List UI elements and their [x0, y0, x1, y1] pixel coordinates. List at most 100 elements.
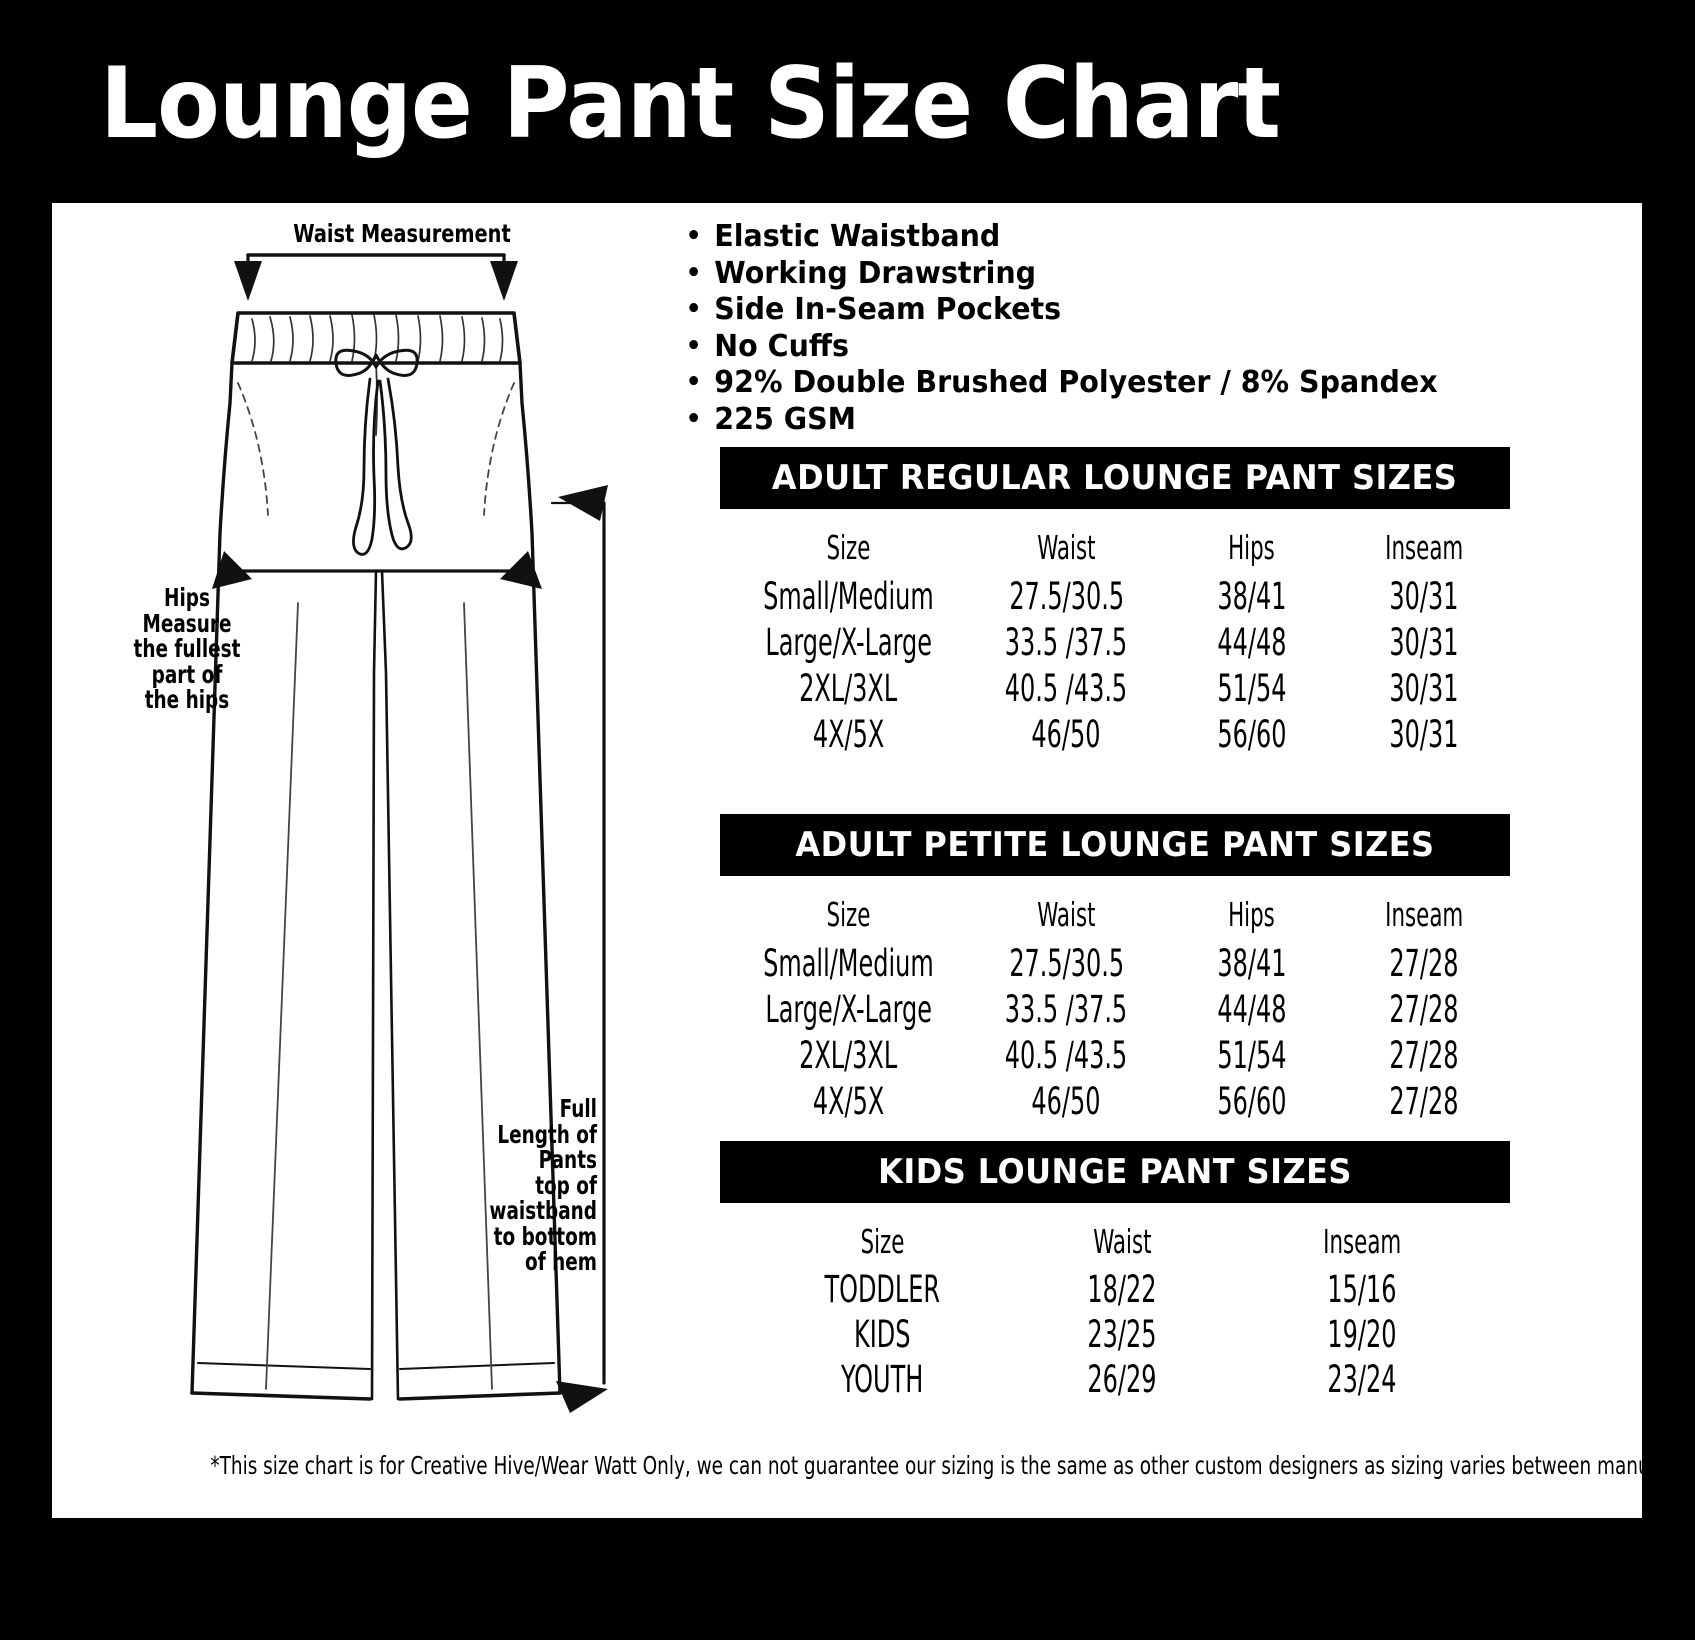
cell-inseam: 15/16 — [1327, 1268, 1397, 1311]
table-row: 2XL/3XL 40.5 /43.5 51/54 27/28 — [730, 1032, 1510, 1078]
table-row: Small/Medium 27.5/30.5 38/41 30/31 — [730, 573, 1510, 619]
pant-illustration-svg — [190, 253, 608, 1413]
column-header-inseam: Inseam — [1384, 895, 1463, 934]
cell-inseam: 30/31 — [1389, 666, 1459, 710]
feature-item: Elastic Waistband — [682, 218, 1575, 256]
column-header-size: Size — [860, 1222, 904, 1261]
table-row: TODDLER 18/22 15/16 — [762, 1267, 1482, 1312]
length-label-line: Pants — [538, 1145, 597, 1174]
cell-size: Large/X-Large — [765, 620, 932, 664]
table-header-row: Size Waist Inseam — [762, 1211, 1482, 1267]
length-label-line: Length of — [497, 1119, 597, 1149]
cell-hips: 44/48 — [1217, 987, 1287, 1031]
cell-waist: 33.5 /37.5 — [1005, 987, 1128, 1031]
content-panel: Waist Measurement Hips Measure the fulle… — [52, 203, 1695, 1518]
cell-size: Small/Medium — [763, 941, 934, 985]
cell-hips: 38/41 — [1217, 941, 1287, 985]
cell-size: 4X/5X — [812, 712, 885, 756]
section-header-adult-petite: ADULT PETITE LOUNGE PANT SIZES — [720, 814, 1510, 876]
cell-inseam: 30/31 — [1389, 574, 1459, 618]
cell-hips: 56/60 — [1217, 1079, 1287, 1123]
cell-size: Large/X-Large — [765, 987, 932, 1031]
section-header-label: ADULT REGULAR LOUNGE PANT SIZES — [772, 458, 1458, 498]
hips-label-line: Measure — [142, 608, 232, 638]
table-row: Small/Medium 27.5/30.5 38/41 27/28 — [730, 940, 1510, 986]
column-header-waist: Waist — [1092, 1222, 1152, 1261]
cell-size: 4X/5X — [812, 1079, 885, 1123]
cell-hips: 51/54 — [1217, 666, 1287, 710]
pant-diagram: Waist Measurement Hips Measure the fulle… — [52, 203, 672, 1443]
length-label-line: waistband — [489, 1196, 597, 1225]
section-header-adult-regular: ADULT REGULAR LOUNGE PANT SIZES — [720, 447, 1510, 509]
cell-inseam: 27/28 — [1389, 1033, 1459, 1077]
cell-size: TODDLER — [824, 1268, 940, 1311]
cell-size: 2XL/3XL — [799, 666, 898, 710]
full-length-measurement-label: Full Length of Pants top of waistband to… — [470, 1096, 597, 1275]
cell-waist: 27.5/30.5 — [1008, 574, 1124, 618]
column-header-inseam: Inseam — [1384, 528, 1463, 567]
size-table-adult-petite: Size Waist Hips Inseam Small/Medium 27.5… — [730, 884, 1510, 1124]
cell-waist: 46/50 — [1031, 1079, 1101, 1123]
waist-measurement-label: Waist Measurement — [293, 219, 511, 248]
size-table-adult-regular: Size Waist Hips Inseam Small/Medium 27.5… — [730, 517, 1510, 757]
hips-label-line: part of — [151, 659, 223, 689]
cell-hips: 38/41 — [1217, 574, 1287, 618]
feature-item: 92% Double Brushed Polyester / 8% Spande… — [682, 364, 1575, 402]
hips-label-line: the hips — [144, 685, 230, 714]
cell-waist: 33.5 /37.5 — [1005, 620, 1128, 664]
cell-waist: 27.5/30.5 — [1008, 941, 1124, 985]
feature-item: No Cuffs — [682, 328, 1575, 366]
cell-size: 2XL/3XL — [799, 1033, 898, 1077]
table-row: 2XL/3XL 40.5 /43.5 51/54 30/31 — [730, 665, 1510, 711]
cell-hips: 56/60 — [1217, 712, 1287, 756]
feature-item: 225 GSM — [682, 401, 1575, 439]
size-table-kids: Size Waist Inseam TODDLER 18/22 15/16 KI… — [762, 1211, 1482, 1402]
feature-item: Side In-Seam Pockets — [682, 291, 1575, 329]
feature-list: Elastic Waistband Working Drawstring Sid… — [682, 218, 1622, 439]
table-row: 4X/5X 46/50 56/60 30/31 — [730, 711, 1510, 757]
length-label-line: top of — [535, 1170, 597, 1200]
hips-label-line: Hips — [164, 583, 210, 612]
cell-hips: 44/48 — [1217, 620, 1287, 664]
cell-inseam: 27/28 — [1389, 941, 1459, 985]
section-header-label: ADULT PETITE LOUNGE PANT SIZES — [795, 825, 1435, 865]
column-header-hips: Hips — [1228, 895, 1275, 934]
column-header-waist: Waist — [1037, 895, 1096, 934]
table-row: KIDS 23/25 19/20 — [762, 1312, 1482, 1357]
cell-waist: 23/25 — [1087, 1313, 1157, 1356]
cell-inseam: 27/28 — [1389, 987, 1459, 1031]
cell-inseam: 27/28 — [1389, 1079, 1459, 1123]
hips-label-line: the fullest — [133, 634, 241, 663]
section-header-label: KIDS LOUNGE PANT SIZES — [878, 1152, 1352, 1192]
feature-item: Working Drawstring — [682, 255, 1575, 293]
cell-inseam: 30/31 — [1389, 620, 1459, 664]
section-header-kids: KIDS LOUNGE PANT SIZES — [720, 1141, 1510, 1203]
table-row: 4X/5X 46/50 56/60 27/28 — [730, 1078, 1510, 1124]
cell-inseam: 19/20 — [1327, 1313, 1397, 1356]
column-header-hips: Hips — [1228, 528, 1275, 567]
table-row: Large/X-Large 33.5 /37.5 44/48 27/28 — [730, 986, 1510, 1032]
specs-and-tables: Elastic Waistband Working Drawstring Sid… — [652, 203, 1642, 1443]
column-header-inseam: Inseam — [1322, 1222, 1402, 1261]
cell-inseam: 23/24 — [1327, 1358, 1397, 1401]
cell-size: YOUTH — [840, 1358, 924, 1401]
column-header-waist: Waist — [1037, 528, 1096, 567]
cell-size: Small/Medium — [763, 574, 934, 618]
table-header-row: Size Waist Hips Inseam — [730, 517, 1510, 573]
disclaimer-text: *This size chart is for Creative Hive/We… — [210, 1451, 1695, 1480]
length-label-line: to bottom — [493, 1221, 597, 1251]
cell-hips: 51/54 — [1217, 1033, 1287, 1077]
table-row: Large/X-Large 33.5 /37.5 44/48 30/31 — [730, 619, 1510, 665]
page-title: Lounge Pant Size Chart — [100, 47, 1281, 161]
cell-inseam: 30/31 — [1389, 712, 1459, 756]
cell-waist: 46/50 — [1031, 712, 1101, 756]
cell-waist: 40.5 /43.5 — [1005, 666, 1128, 710]
cell-waist: 26/29 — [1087, 1358, 1157, 1401]
length-label-line: Full — [559, 1094, 597, 1123]
column-header-size: Size — [826, 895, 871, 934]
cell-waist: 40.5 /43.5 — [1005, 1033, 1128, 1077]
column-header-size: Size — [826, 528, 871, 567]
dimension-arrowheads — [212, 261, 608, 1413]
table-row: YOUTH 26/29 23/24 — [762, 1357, 1482, 1402]
